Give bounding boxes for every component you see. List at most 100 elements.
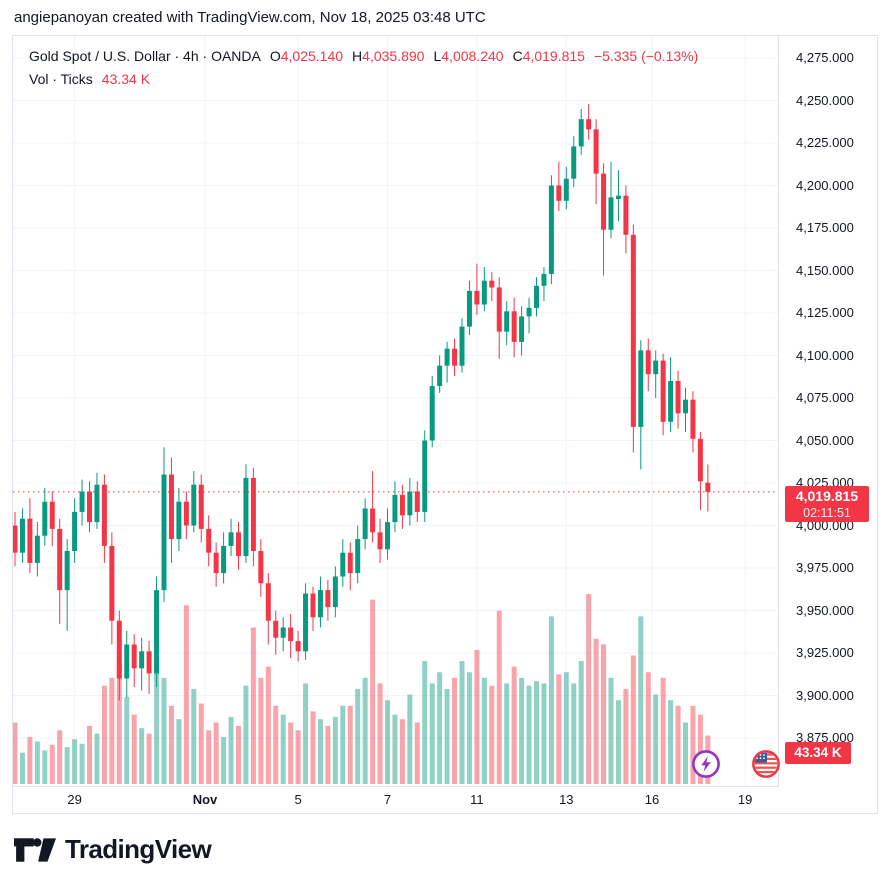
- volume-bar: [109, 677, 115, 784]
- time-axis-label: 11: [470, 792, 484, 807]
- candle-body: [34, 535, 40, 563]
- candle-body: [206, 528, 212, 553]
- volume-bar: [630, 655, 636, 784]
- candle-body: [19, 518, 25, 553]
- candle-body: [578, 119, 584, 147]
- price-axis-label: 4,125.000: [796, 305, 854, 320]
- candle-body: [511, 311, 517, 342]
- candle-body: [697, 438, 703, 482]
- candle-body: [548, 185, 554, 274]
- lightning-bolt-icon[interactable]: [691, 749, 721, 779]
- current-price-badge: 4,019.815 02:11:51: [785, 486, 869, 522]
- candle-body: [668, 381, 674, 422]
- candles-svg[interactable]: [12, 36, 779, 786]
- volume-bar: [578, 661, 584, 784]
- volume-bar: [236, 725, 241, 784]
- volume-bar: [42, 750, 48, 784]
- volume-bar: [556, 674, 562, 784]
- candle-body: [377, 532, 383, 550]
- tradingview-logo[interactable]: TradingView: [14, 834, 212, 865]
- volume-bar: [280, 714, 286, 784]
- volume-bar: [317, 719, 323, 784]
- volume-bar: [250, 627, 256, 784]
- candle-body: [49, 501, 55, 529]
- volume-bar: [660, 677, 666, 784]
- price-axis-label: 3,875.000: [796, 730, 854, 745]
- candle-body: [131, 644, 137, 669]
- volume-bar: [19, 752, 25, 784]
- candle-body: [288, 627, 294, 642]
- candle-body: [571, 146, 577, 179]
- price-axis-label: 3,900.000: [796, 687, 854, 703]
- volume-bar: [653, 694, 659, 784]
- candle-body: [295, 641, 301, 652]
- volume-bar: [303, 683, 309, 784]
- attribution-bar: angiepanoyan created with TradingView.co…: [0, 0, 887, 35]
- candle-body: [265, 583, 271, 621]
- candle-body: [154, 590, 160, 674]
- price-axis-label: 4,150.000: [796, 262, 854, 278]
- volume-bar: [683, 722, 688, 784]
- volume-bar: [79, 743, 85, 784]
- us-flag-icon[interactable]: [751, 749, 781, 779]
- ohlc-open: O4,025.140: [269, 47, 344, 64]
- candle-body: [519, 316, 525, 342]
- candle-body: [243, 477, 249, 557]
- candle-body: [250, 477, 256, 551]
- candle-body: [429, 386, 435, 441]
- volume-bar: [407, 694, 413, 784]
- volume-bar: [370, 599, 376, 784]
- price-axis[interactable]: 3,875.000 3,900.000 3,925.000 3,950.000 3,97…: [778, 36, 877, 786]
- volume-bar: [385, 700, 390, 784]
- tradingview-logo-text: TradingView: [65, 834, 212, 864]
- candle-body: [191, 484, 197, 526]
- candle-body: [42, 501, 48, 536]
- volume-bar: [221, 737, 227, 784]
- volume-bar: [131, 714, 137, 784]
- volume-value: 43.34 K: [101, 70, 151, 87]
- candle-body: [481, 280, 487, 305]
- candle-body: [228, 532, 234, 546]
- volume-bar: [429, 683, 435, 784]
- candle-body: [414, 491, 420, 512]
- time-axis-label: 13: [559, 792, 574, 807]
- volume-bar: [481, 677, 487, 784]
- volume-bar: [548, 616, 554, 784]
- candle-body: [556, 185, 562, 201]
- tradingview-logo-mark: [14, 837, 56, 862]
- candle-body: [27, 518, 33, 563]
- chart-widget: Gold Spot / U.S. Dollar · 4h · OANDA O4,…: [12, 35, 878, 814]
- volume-bar: [511, 666, 517, 784]
- volume-bar: [690, 705, 696, 784]
- volume-bar: [213, 722, 219, 784]
- volume-bar: [452, 677, 458, 784]
- time-axis[interactable]: 29 Nov 5 7 11 13 16 19: [13, 786, 779, 813]
- candle-body: [466, 290, 472, 327]
- volume-bar: [146, 733, 152, 784]
- chart-plot-area[interactable]: Gold Spot / U.S. Dollar · 4h · OANDA O4,…: [12, 36, 779, 786]
- candle-body: [690, 399, 696, 439]
- legend-symbol-row: Gold Spot / U.S. Dollar · 4h · OANDA O4,…: [29, 44, 698, 67]
- candle-body: [64, 551, 70, 591]
- volume-badge: 43.34 K: [785, 742, 851, 764]
- volume-bar: [534, 681, 539, 784]
- volume-bar: [601, 644, 607, 784]
- time-axis-label: 19: [737, 792, 753, 807]
- volume-bar: [87, 725, 92, 784]
- candle-body: [362, 508, 368, 540]
- candle-body: [630, 234, 636, 427]
- candle-body: [645, 350, 651, 375]
- candle-body: [601, 173, 607, 230]
- candle-body: [198, 484, 204, 529]
- candle-body: [139, 651, 145, 669]
- candle-body: [332, 576, 338, 608]
- volume-bar: [49, 744, 55, 784]
- volume-bar: [273, 705, 279, 784]
- candle-body: [705, 482, 711, 492]
- volume-bar: [541, 683, 547, 784]
- price-axis-label: 3,975.000: [796, 560, 854, 575]
- candle-body: [168, 474, 174, 540]
- candle-body: [608, 197, 614, 230]
- candle-body: [385, 522, 390, 550]
- price-axis-label: 4,250.000: [796, 92, 854, 108]
